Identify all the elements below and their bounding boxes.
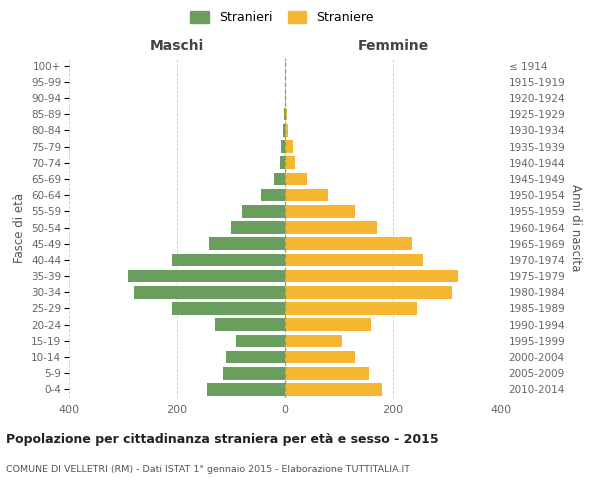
Bar xyxy=(242,205,285,218)
Bar xyxy=(285,189,328,202)
Bar xyxy=(236,334,285,347)
Y-axis label: Anni di nascita: Anni di nascita xyxy=(569,184,582,271)
Bar xyxy=(285,350,355,364)
Bar xyxy=(285,205,355,218)
Bar xyxy=(128,270,285,282)
Bar xyxy=(283,124,285,136)
Bar xyxy=(285,334,342,347)
Bar xyxy=(274,172,285,185)
Bar xyxy=(231,221,285,234)
Text: Maschi: Maschi xyxy=(150,38,204,52)
Bar xyxy=(209,238,285,250)
Text: Popolazione per cittadinanza straniera per età e sesso - 2015: Popolazione per cittadinanza straniera p… xyxy=(6,432,439,446)
Bar xyxy=(285,156,295,169)
Bar xyxy=(285,254,423,266)
Bar xyxy=(134,286,285,298)
Bar xyxy=(280,156,285,169)
Bar xyxy=(260,189,285,202)
Bar xyxy=(285,140,293,153)
Bar xyxy=(285,286,452,298)
Bar xyxy=(285,238,412,250)
Bar xyxy=(285,318,371,331)
Bar xyxy=(215,318,285,331)
Bar xyxy=(223,367,285,380)
Bar xyxy=(285,221,377,234)
Bar xyxy=(285,108,287,120)
Text: Femmine: Femmine xyxy=(358,38,428,52)
Bar xyxy=(172,302,285,315)
Bar xyxy=(284,108,285,120)
Bar xyxy=(281,140,285,153)
Text: COMUNE DI VELLETRI (RM) - Dati ISTAT 1° gennaio 2015 - Elaborazione TUTTITALIA.I: COMUNE DI VELLETRI (RM) - Dati ISTAT 1° … xyxy=(6,466,410,474)
Bar xyxy=(226,350,285,364)
Bar xyxy=(285,383,382,396)
Bar xyxy=(206,383,285,396)
Bar xyxy=(285,172,307,185)
Bar xyxy=(285,92,286,104)
Bar xyxy=(285,124,288,136)
Bar xyxy=(285,270,458,282)
Y-axis label: Fasce di età: Fasce di età xyxy=(13,192,26,262)
Bar xyxy=(172,254,285,266)
Legend: Stranieri, Straniere: Stranieri, Straniere xyxy=(188,8,376,26)
Bar xyxy=(285,367,368,380)
Bar xyxy=(285,302,418,315)
